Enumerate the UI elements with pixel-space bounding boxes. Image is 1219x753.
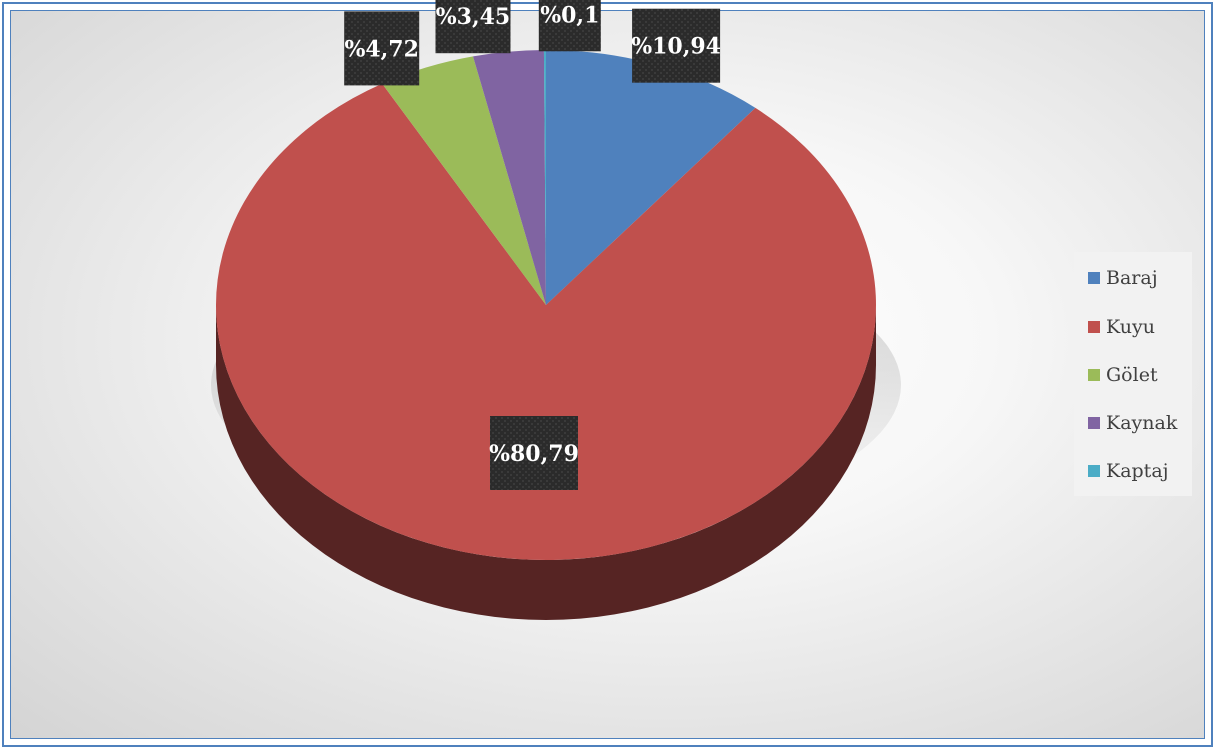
legend-item-kuyu: Kuyu <box>1088 314 1155 340</box>
data-label-text: %3,45 <box>436 4 511 30</box>
data-label-baraj: %10,94 <box>631 8 721 83</box>
legend-swatch <box>1088 321 1100 333</box>
data-label-box <box>435 0 511 54</box>
pie-top-layer <box>216 50 877 561</box>
data-label-box <box>632 8 721 83</box>
pie-slice-side-kuyu <box>216 305 876 620</box>
legend-item-golet: Gölet <box>1088 362 1158 388</box>
legend-label: Gölet <box>1106 364 1158 386</box>
data-label-kuyu: %80,79 <box>489 416 579 490</box>
data-label-text: %10,94 <box>631 34 721 60</box>
legend-label: Baraj <box>1106 267 1158 289</box>
legend-swatch <box>1088 465 1100 477</box>
data-label-box <box>490 416 578 490</box>
pie-slice-baraj <box>546 50 756 305</box>
data-label-kaptaj: %0,1 <box>538 0 601 52</box>
data-label-gölet: %4,72 <box>344 11 420 86</box>
pie-slice-kuyu <box>216 83 877 561</box>
legend-label: Kaynak <box>1106 412 1178 434</box>
legend-label: Kaptaj <box>1106 460 1169 482</box>
legend-item-kaynak: Kaynak <box>1088 410 1177 436</box>
legend-swatch <box>1088 369 1100 381</box>
pie-slice-gölet <box>382 56 546 305</box>
legend-item-kaptaj: Kaptaj <box>1088 458 1169 484</box>
legend: Baraj Kuyu Gölet Kaynak Kaptaj <box>1074 252 1192 496</box>
legend-swatch <box>1088 417 1100 429</box>
data-label-text: %0,1 <box>540 2 599 28</box>
data-label-box <box>344 11 420 86</box>
pie-slice-kaynak <box>473 50 546 306</box>
data-label-box <box>538 0 601 52</box>
data-label-text: %80,79 <box>489 441 579 467</box>
legend-item-baraj: Baraj <box>1088 265 1158 291</box>
data-labels: %10,94 %80,79 %4,72 %3,45 %0,1 <box>344 0 721 490</box>
data-label-kaynak: %3,45 <box>435 0 511 54</box>
data-label-text: %4,72 <box>344 36 419 62</box>
legend-swatch <box>1088 272 1100 284</box>
pie-slice-kaptaj <box>543 50 546 305</box>
legend-label: Kuyu <box>1106 316 1155 338</box>
